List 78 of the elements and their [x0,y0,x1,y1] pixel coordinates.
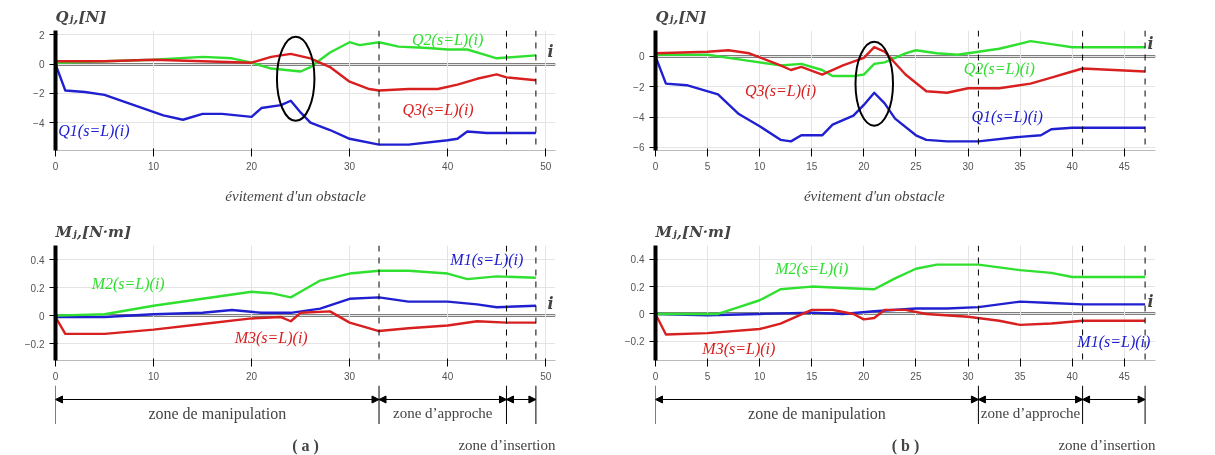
text: M1(s=L)(i) [449,251,524,270]
text: zone d’approche [392,404,493,421]
y-tick-label: 2 [38,29,45,41]
x-tick-label: 10 [754,370,766,382]
y-axis-title: Qⱼ,[N] [655,7,707,26]
x-tick-label: 0 [52,160,59,172]
x-axis-title: i [547,42,554,62]
x-tick-label: 40 [1066,160,1079,172]
x-tick-label: 40 [442,370,454,382]
x-tick-label: 30 [962,160,974,172]
series-label: M3(s=L)(i) [233,328,308,347]
x-tick-label: 20 [246,370,258,382]
text: évitement d'un obstacle [225,187,367,204]
text: zone d’approche [980,404,1081,421]
text: zone de manipulation [748,404,886,423]
series-label: M2(s=L)(i) [90,274,165,293]
x-axis-title: i [1147,34,1154,54]
y-axis-title: Qⱼ,[N] [55,7,107,26]
x-axis-title: i [1147,291,1154,311]
x-tick-label: 20 [858,370,870,382]
series-label: Q3(s=L)(i) [402,100,474,119]
series-label: Q1(s=L)(i) [58,121,130,140]
text: ( b ) [891,436,920,455]
x-tick-label: 10 [754,160,766,172]
x-tick-label: 40 [1066,370,1079,382]
series-label: Q3(s=L)(i) [744,81,817,100]
x-tick-label: 25 [910,160,922,172]
y-tick-label: −6 [633,142,645,154]
y-tick-label: −2 [33,88,45,100]
x-tick-label: 30 [962,370,974,382]
x-tick-label: 40 [442,160,454,172]
x-tick-label: 0 [652,370,659,382]
y-tick-label: −0.2 [24,338,45,350]
x-tick-label: 50 [540,370,552,382]
text: zone de manipulation [148,404,287,423]
y-tick-label: −4 [633,112,645,124]
x-tick-label: 5 [704,370,711,382]
x-tick-label: 10 [147,370,160,382]
x-tick-label: 35 [1014,160,1027,172]
series-label: M3(s=L)(i) [701,340,776,359]
y-axis-title: Mⱼ,[N·m] [54,222,132,241]
text: zone d’insertion [1058,436,1156,453]
series-label: M2(s=L)(i) [774,260,849,279]
y-tick-label: 0 [38,310,45,322]
x-tick-label: 0 [52,370,59,382]
y-tick-label: 0 [638,51,645,63]
text: ( a ) [292,436,319,455]
y-tick-label: 0 [638,308,645,320]
y-tick-label: 0.4 [30,254,45,266]
series-label: Q2(s=L)(i) [963,60,1035,79]
text: évitement d'un obstacle [803,187,945,204]
x-tick-label: 30 [344,370,356,382]
x-tick-label: 15 [806,160,818,172]
x-tick-label: 35 [1014,370,1027,382]
series-label: Q1(s=L)(i) [971,107,1043,126]
y-tick-label: −4 [33,117,45,129]
x-tick-label: 10 [147,160,160,172]
y-tick-label: 0 [38,59,45,71]
y-tick-label: 0.2 [30,282,45,294]
y-tick-label: 0.4 [630,254,645,266]
x-tick-label: 0 [652,160,659,172]
x-tick-label: 30 [344,160,356,172]
y-tick-label: 0.2 [630,281,645,293]
x-axis-title: i [547,293,554,313]
x-tick-label: 20 [858,160,870,172]
y-tick-label: −2 [633,81,645,93]
y-axis-title: Mⱼ,[N·m] [654,222,732,241]
x-tick-label: 15 [806,370,818,382]
y-tick-label: −0.2 [624,336,645,348]
x-tick-label: 45 [1118,160,1131,172]
x-tick-label: 50 [540,160,552,172]
x-tick-label: 25 [910,370,922,382]
x-tick-label: 20 [246,160,258,172]
series-label: M1(s=L)(i) [1076,332,1151,351]
x-tick-label: 45 [1118,370,1131,382]
series-label: Q2(s=L)(i) [412,31,484,50]
text: zone d’insertion [458,436,556,453]
x-tick-label: 5 [704,160,711,172]
